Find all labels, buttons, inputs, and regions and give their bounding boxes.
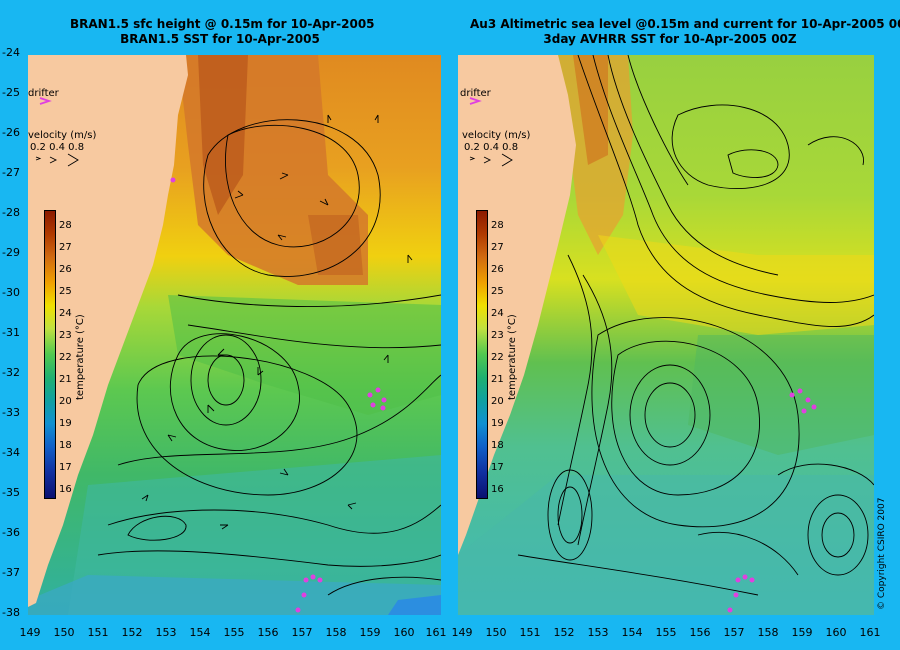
- colorbar-tick: 27: [59, 242, 72, 253]
- y-tick: -24: [2, 46, 20, 59]
- left-velocity-arrows-icon: [35, 153, 79, 167]
- x-tick: 158: [757, 626, 779, 639]
- left-title: BRAN1.5 sfc height @ 0.15m for 10-Apr-20…: [70, 17, 375, 47]
- right-drifter-label: drifter: [460, 88, 491, 99]
- colorbar-tick: 23: [491, 330, 504, 341]
- x-tick: 156: [257, 626, 279, 639]
- colorbar-tick: 19: [491, 418, 504, 429]
- left-sst-map: [28, 55, 441, 615]
- y-tick: -37: [2, 566, 20, 579]
- colorbar-tick: 28: [59, 220, 72, 231]
- x-tick: 161: [425, 626, 447, 639]
- y-tick: -36: [2, 526, 20, 539]
- colorbar-tick: 16: [59, 484, 72, 495]
- x-tick: 152: [553, 626, 575, 639]
- colorbar-tick: 20: [59, 396, 72, 407]
- colorbar-tick: 17: [491, 462, 504, 473]
- colorbar-tick: 22: [491, 352, 504, 363]
- colorbar-tick: 25: [59, 286, 72, 297]
- x-tick: 160: [825, 626, 847, 639]
- colorbar-tick: 24: [491, 308, 504, 319]
- x-tick: 156: [689, 626, 711, 639]
- left-drifter-label: drifter: [28, 88, 59, 99]
- right-colorbar-label: temperature (°C): [507, 314, 518, 400]
- colorbar-tick: 27: [491, 242, 504, 253]
- left-map-panel: [28, 55, 441, 615]
- y-tick: -31: [2, 326, 20, 339]
- colorbar-tick: 21: [491, 374, 504, 385]
- y-tick: -33: [2, 406, 20, 419]
- colorbar-tick: 26: [59, 264, 72, 275]
- colorbar-tick: 18: [491, 440, 504, 451]
- x-tick: 158: [325, 626, 347, 639]
- x-tick: 149: [19, 626, 41, 639]
- x-tick: 155: [655, 626, 677, 639]
- colorbar-tick: 19: [59, 418, 72, 429]
- colorbar-tick: 21: [59, 374, 72, 385]
- right-colorbar: [476, 210, 488, 499]
- right-title: Au3 Altimetric sea level @0.15m and curr…: [470, 17, 900, 47]
- x-tick: 150: [53, 626, 75, 639]
- left-drifter-markers: [170, 177, 387, 613]
- right-title-line1: Au3 Altimetric sea level @0.15m and curr…: [470, 17, 900, 31]
- x-tick: 157: [723, 626, 745, 639]
- y-tick: -32: [2, 366, 20, 379]
- x-tick: 154: [189, 626, 211, 639]
- x-tick: 153: [155, 626, 177, 639]
- y-tick: -38: [2, 606, 20, 619]
- x-tick: 153: [587, 626, 609, 639]
- x-tick: 152: [121, 626, 143, 639]
- colorbar-tick: 16: [491, 484, 504, 495]
- x-tick: 151: [87, 626, 109, 639]
- y-tick: -34: [2, 446, 20, 459]
- colorbar-tick: 23: [59, 330, 72, 341]
- y-tick: -28: [2, 206, 20, 219]
- y-tick: -29: [2, 246, 20, 259]
- y-tick: -35: [2, 486, 20, 499]
- colorbar-tick: 25: [491, 286, 504, 297]
- copyright-notice: © Copyright CSIRO 2007: [877, 497, 887, 610]
- x-tick: 159: [359, 626, 381, 639]
- colorbar-tick: 22: [59, 352, 72, 363]
- right-drifter-icon: [469, 97, 482, 105]
- right-title-line2: 3day AVHRR SST for 10-Apr-2005 00Z: [543, 32, 797, 46]
- x-tick: 150: [485, 626, 507, 639]
- x-tick: 149: [451, 626, 473, 639]
- x-tick: 151: [519, 626, 541, 639]
- right-velocity-values: 0.2 0.4 0.8: [464, 142, 519, 153]
- colorbar-tick: 18: [59, 440, 72, 451]
- x-tick: 154: [621, 626, 643, 639]
- y-tick: -27: [2, 166, 20, 179]
- left-title-line2: BRAN1.5 SST for 10-Apr-2005: [120, 32, 320, 46]
- x-tick: 157: [291, 626, 313, 639]
- colorbar-tick: 17: [59, 462, 72, 473]
- left-velocity-values: 0.2 0.4 0.8: [30, 142, 85, 153]
- x-tick: 159: [791, 626, 813, 639]
- colorbar-tick: 28: [491, 220, 504, 231]
- left-colorbar: [44, 210, 56, 499]
- x-tick: 161: [859, 626, 881, 639]
- colorbar-tick: 20: [491, 396, 504, 407]
- left-title-line1: BRAN1.5 sfc height @ 0.15m for 10-Apr-20…: [70, 17, 375, 31]
- x-tick: 155: [223, 626, 245, 639]
- left-velocity-label: velocity (m/s): [28, 130, 97, 141]
- left-colorbar-label: temperature (°C): [75, 314, 86, 400]
- left-drifter-icon: [39, 97, 52, 105]
- x-tick: 160: [393, 626, 415, 639]
- colorbar-tick: 24: [59, 308, 72, 319]
- y-tick: -30: [2, 286, 20, 299]
- y-tick: -25: [2, 86, 20, 99]
- right-velocity-arrows-icon: [469, 153, 513, 167]
- y-tick: -26: [2, 126, 20, 139]
- right-velocity-label: velocity (m/s): [462, 130, 531, 141]
- colorbar-tick: 26: [491, 264, 504, 275]
- right-drifter-markers: [727, 388, 817, 613]
